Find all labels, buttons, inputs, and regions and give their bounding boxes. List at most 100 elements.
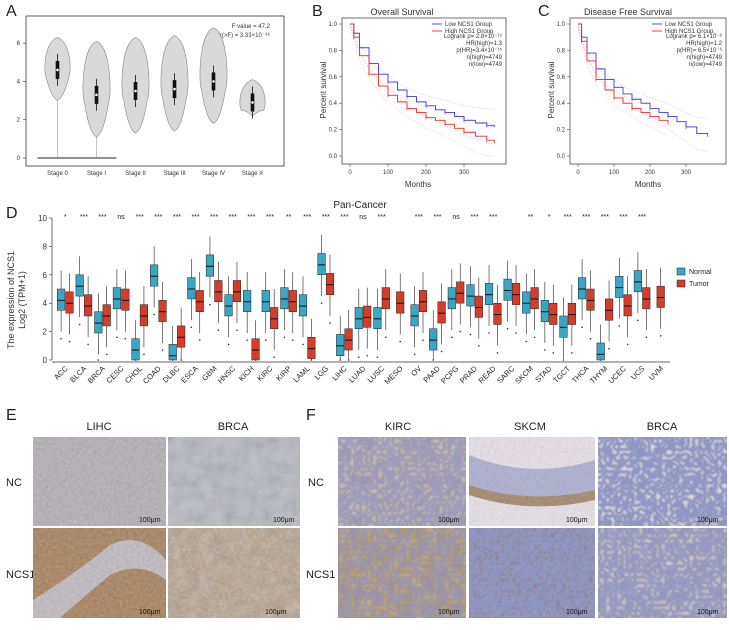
category-label-brca: BRCA — [86, 364, 107, 385]
box-tumor-esca-box — [195, 290, 204, 312]
ihc-f-brca-ncs1 — [598, 528, 727, 618]
category-label-luad: LUAD — [347, 364, 368, 385]
category-label-thym: THYM — [588, 364, 609, 385]
km-x-tick-label: 300 — [459, 170, 470, 176]
ihc-e-lihc-ncs1 — [33, 528, 166, 618]
x-tick-label-a: Stage I — [87, 171, 106, 177]
significance-lusc: *** — [378, 214, 386, 221]
significance-prad: *** — [471, 214, 479, 221]
category-label-acc: ACC — [52, 364, 70, 382]
box-normal-lgg-outlier — [320, 302, 323, 305]
violin-median-point — [134, 89, 137, 93]
ihc-scale-f4: 100μm — [438, 609, 460, 616]
km-y-tick-label: 0.4 — [557, 101, 566, 107]
box-normal-cesc-box — [112, 287, 121, 310]
km-x-tick-label: 300 — [681, 170, 692, 176]
box-tumor-uvm-box — [656, 285, 665, 308]
category-label-chol: CHOL — [123, 364, 144, 385]
box-tumor-kirc-outlier — [273, 356, 275, 358]
box-normal-skcm-outlier — [525, 340, 528, 343]
box-normal-thym-box — [596, 342, 605, 361]
km-c-ylabel: Percent survival — [547, 61, 556, 118]
box-normal-blca-outlier — [78, 323, 81, 326]
km-y-tick-label: 0.6 — [329, 75, 338, 81]
box-normal-thym-outlier — [599, 359, 602, 361]
box-normal-luad-outlier — [358, 356, 360, 358]
box-tumor-stad-box — [549, 302, 558, 325]
km-ci-lower-0 — [577, 26, 708, 152]
box-normal-kich-box — [243, 290, 252, 312]
significance-thym: *** — [601, 214, 609, 221]
box-tumor-blca-outlier — [87, 343, 89, 346]
box-normal-paad-outlier — [432, 359, 435, 361]
km-b-title: Overall Survival — [370, 7, 433, 17]
box-normal-acc-box — [57, 288, 66, 311]
ihc-e-lihc-nc — [33, 437, 166, 526]
ihc-f-col-brca: BRCA — [647, 421, 678, 433]
box-normal-pcpg-box — [447, 287, 456, 310]
box-tumor-uvm-outlier — [659, 335, 662, 337]
category-label-dlbc: DLBC — [161, 364, 182, 385]
box-tumor-pcpg-outlier — [459, 330, 462, 333]
pan-cancer-title: Pan-Cancer — [333, 200, 387, 211]
ihc-f-brca-nc — [598, 437, 727, 526]
box-normal-lusc-outlier — [376, 356, 379, 358]
box-normal-read-box — [484, 283, 494, 305]
significance-luad: ns — [359, 214, 367, 221]
boxplot-ylabel-1: The expression of NCS1 — [6, 251, 16, 349]
box-tumor-lgg-outlier — [329, 322, 331, 324]
box-normal-chol-box — [131, 338, 140, 361]
box-tumor-sarc-outlier — [515, 332, 517, 334]
significance-ov: *** — [415, 214, 423, 221]
box-normal-laml-box — [298, 294, 308, 317]
km-y-tick-label: 1.0 — [557, 22, 566, 28]
plot-frame-c — [569, 17, 727, 165]
box-normal-gbm-box — [205, 254, 215, 277]
boxplot-y-tick-label: 6 — [43, 271, 48, 280]
box-normal-dlbc-outlier — [171, 359, 174, 361]
category-label-paad: PAAD — [421, 364, 442, 385]
km-y-tick-label: 0.2 — [557, 128, 566, 134]
ihc-scale-e3: 100μm — [139, 609, 161, 616]
box-tumor-kirp-box — [288, 290, 297, 312]
box-normal-luad-box — [354, 307, 363, 330]
box-normal-prad-box — [466, 284, 475, 307]
category-label-blca: BLCA — [68, 364, 88, 384]
km-stat-line: n(high)=4749 — [686, 55, 722, 61]
ihc-panel-e: LIHC BRCA NC NCS1 100μm 100μm 100μm 100μ… — [6, 421, 300, 618]
box-tumor-thca-outlier — [589, 337, 592, 340]
box-normal-lihc-box — [336, 334, 345, 356]
box-normal-lihc-outlier — [339, 359, 341, 361]
ihc-scale-f1: 100μm — [438, 517, 460, 524]
significance-dlbc: *** — [173, 214, 181, 221]
anova-p-value: Pr(>F) = 3.33×10⁻⁴⁶ — [216, 32, 271, 39]
ihc-f-row-ncs1: NCS1 — [306, 569, 335, 581]
ihc-scale-e2: 100μm — [273, 517, 295, 524]
significance-ucec: *** — [619, 214, 627, 221]
km-x-tick-label: 0 — [576, 170, 580, 176]
ihc-e-row-nc: NC — [6, 477, 22, 489]
ihc-f-skcm-nc — [469, 437, 595, 526]
ihc-panel-f: KIRC SKCM BRCA NC NCS1 — [306, 421, 727, 618]
box-tumor-read-box — [493, 302, 502, 325]
boxplot-y-tick-label: 0 — [43, 356, 48, 365]
box-tumor-lihc-outlier — [347, 359, 350, 361]
violin-median-point — [212, 80, 215, 83]
significance-laml: *** — [303, 214, 311, 221]
km-stat-line: p(HR)=3.4×10⁻¹⁵ — [456, 47, 502, 54]
km-legend-label-0: Low NCS1 Group — [665, 22, 713, 28]
km-stat-line: HR(high)=1.3 — [466, 41, 503, 47]
significance-esca: *** — [191, 214, 199, 221]
box-normal-paad-box — [429, 328, 438, 351]
panel-letter-f: F — [306, 407, 316, 424]
box-tumor-brca-outlier — [105, 353, 108, 356]
legend-normal-label: Normal — [689, 269, 712, 276]
km-ci-upper-0 — [349, 23, 495, 110]
box-normal-tgct-box — [559, 315, 568, 338]
box-normal-ov-outlier — [413, 353, 416, 356]
x-tick-label-a: Stage II — [125, 171, 146, 177]
boxplot-y-tick-label: 4 — [43, 299, 48, 308]
box-tumor-ov-box — [418, 290, 428, 312]
box-normal-laml-outlier — [302, 343, 304, 346]
km-ci-upper-1 — [577, 23, 669, 111]
